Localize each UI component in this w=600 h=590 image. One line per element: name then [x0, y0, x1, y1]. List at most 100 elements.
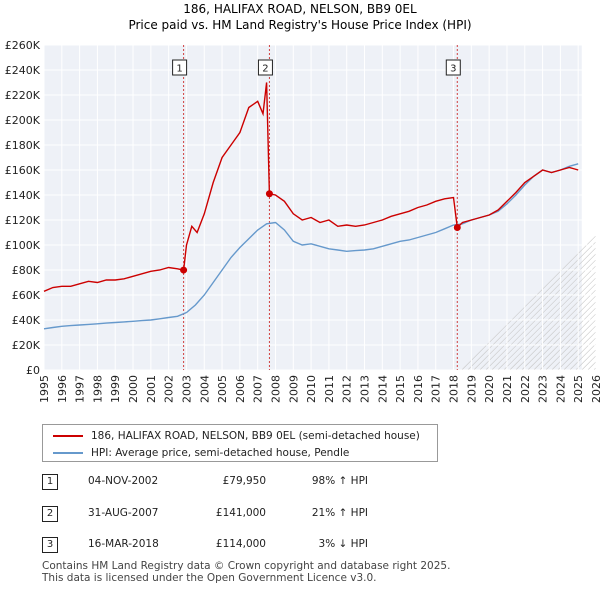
- forecast-hatch: [461, 43, 600, 372]
- x-tick-label: 2007: [252, 375, 265, 403]
- table-row: 3 16-MAR-2018 £114,000 3% ↓ HPI: [42, 537, 462, 555]
- sale-point: [265, 190, 273, 198]
- x-tick-label: 1996: [56, 375, 69, 403]
- x-tick-label: 1998: [91, 375, 104, 403]
- hatch-line: [509, 279, 600, 371]
- annotation-box: [445, 59, 461, 76]
- hatch-line: [539, 309, 600, 371]
- x-tick-label: 2004: [198, 375, 211, 403]
- x-tick-label: 2018: [448, 375, 461, 403]
- hatch-line: [503, 273, 600, 371]
- annotation-box: [257, 59, 273, 76]
- legend-label-hpi: HPI: Average price, semi-detached house,…: [91, 447, 350, 459]
- hatch-line: [479, 249, 600, 371]
- footer-licence: This data is licensed under the Open Gov…: [42, 572, 377, 584]
- x-tick-label: 2020: [483, 375, 496, 403]
- x-tick-label: 2014: [376, 375, 389, 403]
- chart-title: 186, HALIFAX ROAD, NELSON, BB9 0EL: [183, 2, 417, 16]
- transaction-date: 31-AUG-2007: [88, 507, 159, 519]
- legend-item-property: 186, HALIFAX ROAD, NELSON, BB9 0EL (semi…: [53, 428, 420, 444]
- transaction-number: 3: [42, 537, 58, 553]
- series-line: [43, 82, 579, 292]
- sale-points: [180, 190, 461, 274]
- legend-swatch-blue: [53, 452, 83, 454]
- x-tick-label: 2025: [572, 375, 585, 403]
- transaction-hpi: 21% ↑ HPI: [311, 507, 368, 519]
- y-tick-label: £180K: [5, 139, 41, 152]
- y-tick-label: £160K: [5, 164, 41, 177]
- hatch-line: [515, 285, 600, 371]
- transaction-date: 16-MAR-2018: [88, 538, 159, 550]
- sale-point: [180, 266, 188, 274]
- annotation-label: 3: [450, 64, 456, 75]
- x-tick-label: 2019: [465, 375, 478, 403]
- y-tick-label: £220K: [5, 89, 41, 102]
- y-tick-label: £240K: [5, 64, 41, 77]
- annotation-labels: 1 2 3: [172, 59, 461, 76]
- y-tick-label: £120K: [5, 214, 41, 227]
- hatch-line: [527, 297, 600, 371]
- x-tick-label: 2000: [127, 375, 140, 403]
- y-tick-label: £100K: [5, 239, 41, 252]
- y-tick-label: £20K: [12, 339, 41, 352]
- transaction-number: 1: [42, 474, 58, 490]
- hatch-line: [485, 255, 600, 371]
- transaction-number: 2: [42, 506, 58, 522]
- transaction-price: £79,950: [222, 475, 266, 487]
- x-axis-ticks: 1995 1996 1997 1998 1999 2000 2001 2002 2003 2004…: [38, 375, 600, 403]
- annotation-box: [172, 59, 188, 76]
- x-tick-label: 2016: [412, 375, 425, 403]
- legend-swatch-red: [53, 435, 83, 437]
- x-tick-label: 2005: [216, 375, 229, 403]
- transaction-hpi: 98% ↑ HPI: [311, 475, 368, 487]
- x-tick-label: 2011: [323, 375, 336, 403]
- y-axis-ticks: £0 £20K £40K £60K £80K £100K £120K £140K £160K £1…: [5, 39, 41, 377]
- x-tick-label: 2008: [269, 375, 282, 403]
- y-tick-label: £60K: [12, 289, 41, 302]
- y-tick-label: £200K: [5, 114, 41, 127]
- transaction-date: 04-NOV-2002: [88, 475, 159, 487]
- y-tick-label: £40K: [12, 314, 41, 327]
- x-tick-label: 2015: [394, 375, 407, 403]
- y-tick-label: £80K: [12, 264, 41, 277]
- y-tick-label: £260K: [5, 39, 41, 52]
- hatch-line: [467, 237, 600, 371]
- hatch-line: [521, 291, 600, 371]
- legend: 186, HALIFAX ROAD, NELSON, BB9 0EL (semi…: [42, 424, 438, 462]
- legend-label-property: 186, HALIFAX ROAD, NELSON, BB9 0EL (semi…: [91, 430, 420, 442]
- x-tick-label: 2009: [287, 375, 300, 403]
- x-tick-label: 2002: [163, 375, 176, 403]
- footer: Contains HM Land Registry data © Crown c…: [42, 560, 450, 584]
- annotation-label: 2: [262, 64, 268, 75]
- y-tick-label: £140K: [5, 189, 41, 202]
- annotation-label: 1: [176, 64, 182, 75]
- plot-area: [44, 45, 596, 370]
- table-row: 2 31-AUG-2007 £141,000 21% ↑ HPI: [42, 506, 462, 524]
- x-tick-label: 2003: [180, 375, 193, 403]
- x-tick-label: 2001: [145, 375, 158, 403]
- price-chart: 186, HALIFAX ROAD, NELSON, BB9 0EL Price…: [5, 2, 600, 403]
- x-tick-label: 2021: [501, 375, 514, 403]
- x-tick-label: 2006: [234, 375, 247, 403]
- x-tick-label: 2022: [519, 375, 532, 403]
- transaction-price: £114,000: [215, 538, 266, 550]
- legend-item-hpi: HPI: Average price, semi-detached house,…: [53, 445, 349, 461]
- x-tick-label: 1995: [38, 375, 51, 403]
- x-tick-label: 2010: [305, 375, 318, 403]
- x-tick-label: 2024: [554, 375, 567, 403]
- x-tick-label: 2012: [341, 375, 354, 403]
- transaction-hpi: 3% ↓ HPI: [318, 538, 368, 550]
- x-tick-label: 2026: [590, 375, 600, 403]
- series-lines: [43, 82, 579, 330]
- hatch-mask: [596, 43, 600, 372]
- x-tick-label: 1997: [74, 375, 87, 403]
- hatch-line: [473, 243, 600, 371]
- x-tick-label: 2013: [359, 375, 372, 403]
- hatch-line: [497, 267, 600, 371]
- table-row: 1 04-NOV-2002 £79,950 98% ↑ HPI: [42, 474, 462, 492]
- sale-point: [453, 224, 461, 231]
- footer-copyright: Contains HM Land Registry data © Crown c…: [42, 560, 451, 572]
- chart-subtitle: Price paid vs. HM Land Registry's House …: [128, 18, 471, 32]
- x-tick-label: 1999: [109, 375, 122, 403]
- hatch-line: [461, 231, 600, 371]
